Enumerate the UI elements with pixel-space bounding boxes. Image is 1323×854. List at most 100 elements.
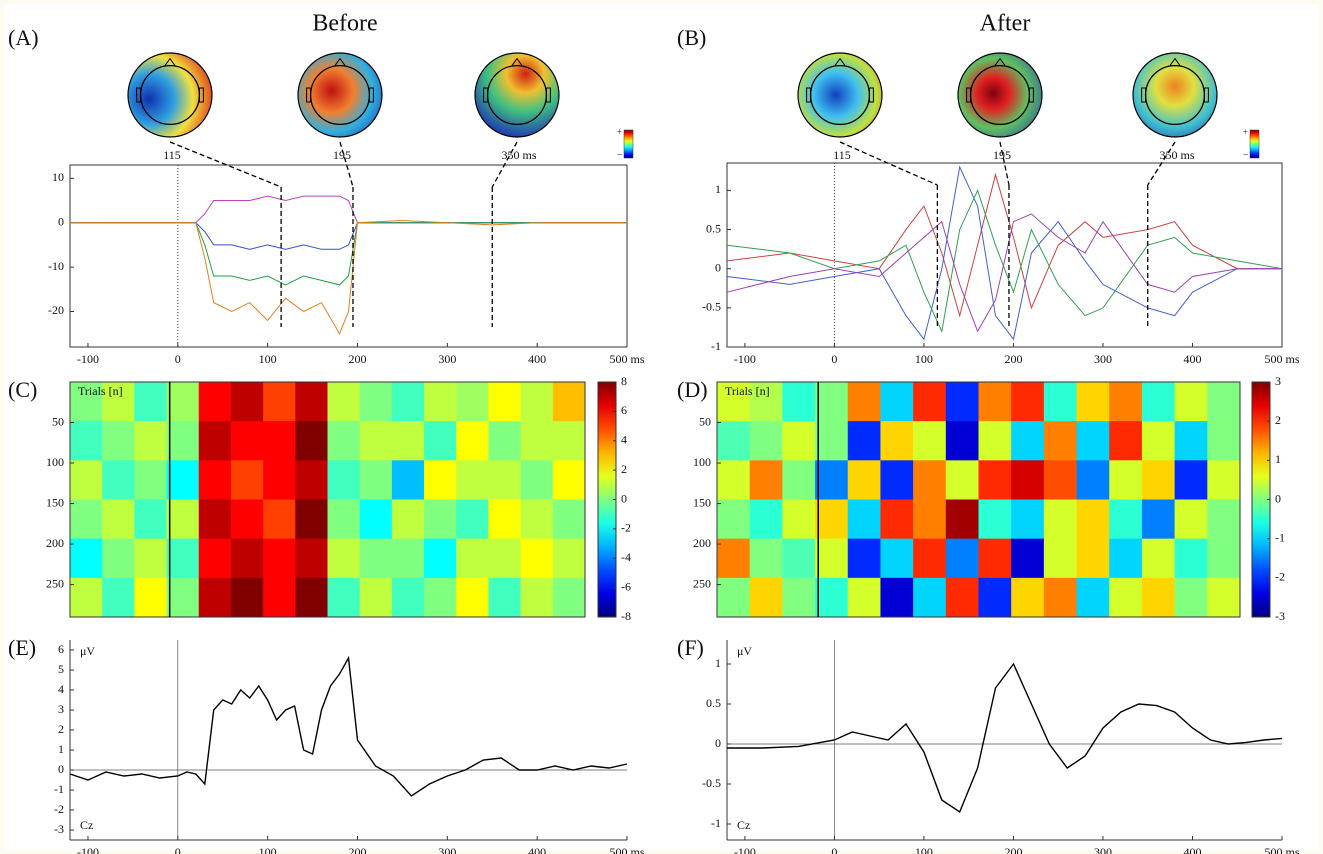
heat-cell bbox=[1011, 538, 1045, 579]
trace bbox=[726, 213, 1282, 333]
heat-cell bbox=[166, 499, 200, 540]
heat-cell bbox=[913, 382, 947, 422]
colorbar-tick-label: -4 bbox=[621, 550, 631, 564]
heat-cell bbox=[1141, 499, 1176, 540]
heat-cell bbox=[815, 382, 849, 422]
heat-cell bbox=[1174, 577, 1208, 618]
topomap-label: 195 bbox=[333, 148, 351, 162]
colorbar-label: – bbox=[1243, 149, 1249, 159]
heat-cell bbox=[230, 382, 264, 422]
heat-cell bbox=[945, 421, 979, 461]
heat-cell bbox=[913, 577, 947, 618]
heat-cell bbox=[327, 460, 361, 500]
heat-cell bbox=[815, 499, 849, 540]
heat-cell bbox=[1141, 460, 1176, 500]
x-tick-label: 200 bbox=[348, 845, 366, 854]
heat-cell bbox=[1043, 538, 1078, 579]
head-ear bbox=[806, 87, 812, 103]
plot-frame bbox=[69, 381, 586, 618]
heat-cell bbox=[1109, 382, 1143, 422]
heat-cell bbox=[230, 421, 264, 461]
x-tick-label: 500 ms bbox=[1264, 845, 1299, 854]
y-tick-label: 200 bbox=[693, 536, 711, 550]
heat-cell bbox=[552, 382, 586, 422]
heat-cell bbox=[520, 577, 554, 618]
heat-cell bbox=[1141, 577, 1176, 618]
heat-cell bbox=[782, 382, 816, 422]
x-tick-label: 100 bbox=[259, 352, 277, 366]
colorbar-tick-label: 1 bbox=[1275, 452, 1281, 466]
heat-cell bbox=[552, 460, 586, 500]
heat-cell bbox=[488, 460, 522, 500]
heat-cell bbox=[488, 382, 522, 422]
heat-cell bbox=[978, 538, 1012, 579]
heat-cell bbox=[102, 382, 135, 422]
x-tick-label: 400 bbox=[528, 845, 546, 854]
plot-frame bbox=[726, 162, 1283, 348]
x-tick-label: -100 bbox=[734, 845, 756, 854]
topomap-label: 115 bbox=[833, 148, 851, 162]
head-ear bbox=[1203, 87, 1209, 103]
heat-cell bbox=[263, 538, 296, 579]
heat-cell bbox=[198, 460, 232, 500]
y-tick-label: -1 bbox=[711, 339, 721, 353]
y-tick-label: 200 bbox=[46, 536, 64, 550]
y-tick-label: -1 bbox=[711, 816, 721, 830]
y-tick-label: 6 bbox=[58, 642, 64, 656]
heat-cell bbox=[198, 577, 232, 618]
heat-cell bbox=[782, 577, 816, 618]
heat-cell bbox=[166, 382, 200, 422]
x-tick-label: 500 ms bbox=[1264, 352, 1299, 366]
heat-cell bbox=[552, 538, 586, 579]
heat-cell bbox=[1207, 421, 1241, 461]
heat-cell bbox=[391, 421, 425, 461]
heat-cell bbox=[1141, 382, 1176, 422]
heat-cell bbox=[391, 382, 425, 422]
heat-cell bbox=[1174, 382, 1208, 422]
heat-cell bbox=[1174, 499, 1208, 540]
x-tick-label: 100 bbox=[915, 845, 933, 854]
y-tick-label: 0 bbox=[715, 736, 721, 750]
heat-cell bbox=[295, 538, 328, 579]
heat-cell bbox=[520, 382, 554, 422]
head-ear bbox=[306, 87, 312, 103]
x-tick-label: 0 bbox=[175, 352, 181, 366]
x-tick-label: 200 bbox=[1004, 352, 1022, 366]
topomap-label: 115 bbox=[163, 148, 181, 162]
heat-cell bbox=[327, 421, 361, 461]
heat-cell bbox=[263, 421, 296, 461]
colorbar-tick-label: 4 bbox=[621, 433, 627, 447]
heat-cell bbox=[815, 421, 849, 461]
colorbar-tick-label: -2 bbox=[1275, 570, 1285, 584]
colorbar-tick-label: -6 bbox=[621, 579, 631, 593]
y-tick-label: 0.5 bbox=[706, 696, 721, 710]
colorbar-tick-label: 2 bbox=[1275, 413, 1281, 427]
trace bbox=[726, 172, 1282, 318]
head-ear bbox=[1141, 87, 1147, 103]
heat-cell bbox=[1011, 577, 1045, 618]
y-axis-label: Trials [n] bbox=[78, 384, 123, 398]
y-tick-label: 1 bbox=[715, 182, 721, 196]
heat-cell bbox=[520, 460, 554, 500]
y-tick-label: 0 bbox=[58, 762, 64, 776]
topomap-label: 195 bbox=[993, 148, 1011, 162]
heat-cell bbox=[424, 577, 457, 618]
heat-cell bbox=[424, 421, 457, 461]
y-tick-label: 0 bbox=[715, 260, 721, 274]
x-tick-label: 300 bbox=[438, 352, 456, 366]
y-tick-label: -10 bbox=[48, 259, 64, 273]
heat-cell bbox=[230, 577, 264, 618]
colorbar-tick-label: 6 bbox=[621, 403, 627, 417]
heat-cell bbox=[717, 382, 751, 422]
y-tick-label: 2 bbox=[58, 722, 64, 736]
heat-cell bbox=[880, 460, 914, 500]
heat-cell bbox=[359, 460, 393, 500]
y-axis-label: Trials [n] bbox=[725, 384, 770, 398]
heat-cell bbox=[978, 460, 1012, 500]
x-tick-label: 400 bbox=[528, 352, 546, 366]
y-tick-label: 100 bbox=[46, 455, 64, 469]
heat-cell bbox=[70, 382, 103, 422]
heat-cell bbox=[945, 499, 979, 540]
head-nose bbox=[834, 57, 846, 66]
